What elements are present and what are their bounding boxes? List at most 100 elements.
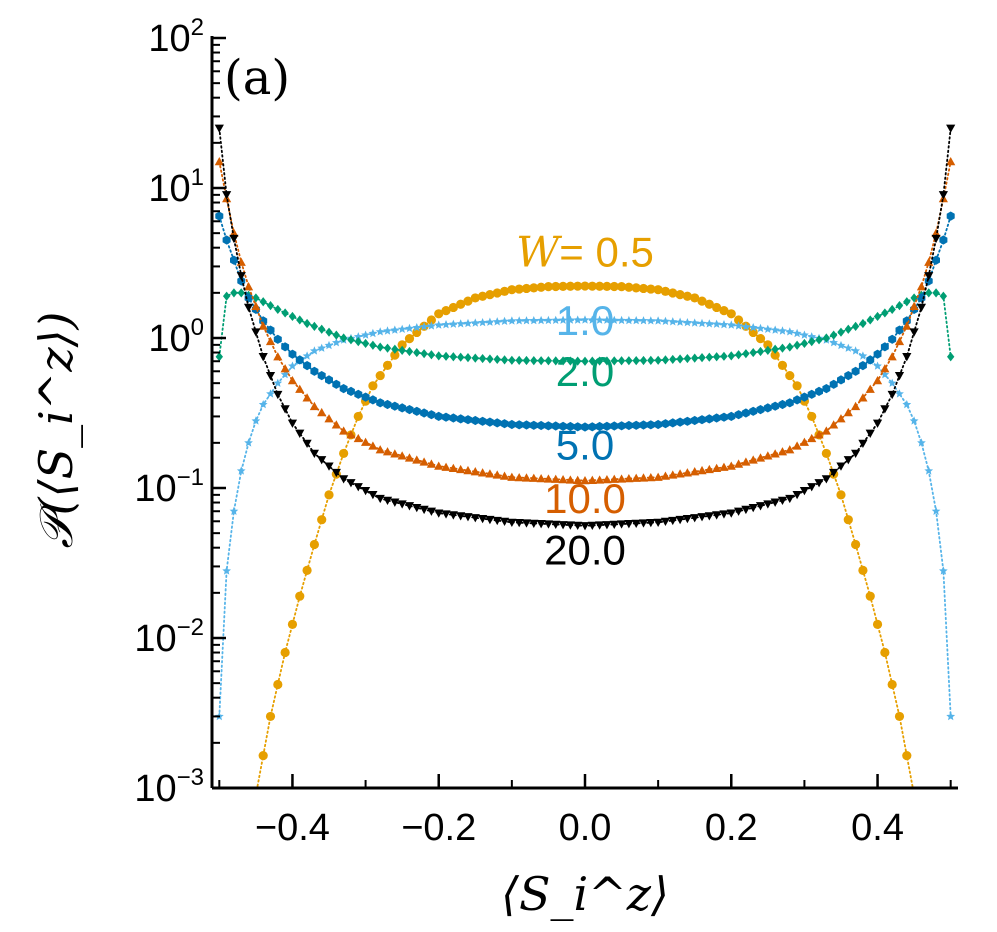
data-point [521, 473, 532, 482]
data-point [888, 334, 897, 344]
data-point [676, 417, 685, 427]
data-point [310, 346, 319, 355]
data-point [902, 353, 912, 362]
data-point [573, 315, 583, 324]
data-point [719, 320, 729, 329]
data-point [375, 494, 385, 504]
data-point [559, 356, 567, 366]
data-point [705, 352, 714, 362]
data-point [244, 293, 253, 303]
data-point [851, 401, 861, 411]
data-point [690, 467, 700, 476]
data-point [390, 325, 400, 334]
data-point [748, 503, 758, 513]
data-point [946, 124, 956, 133]
data-point [478, 416, 487, 426]
data-point [902, 751, 912, 761]
data-point [748, 455, 758, 464]
y-tick-label: 10−3 [134, 764, 204, 810]
data-point [872, 419, 883, 428]
data-point [646, 316, 656, 325]
data-point [492, 317, 502, 326]
data-point [420, 408, 429, 418]
data-point [544, 315, 553, 325]
data-point [638, 473, 649, 482]
data-point [521, 283, 532, 294]
data-point [602, 474, 612, 484]
data-point [872, 375, 883, 385]
data-point [522, 420, 531, 430]
data-point [661, 419, 670, 429]
data-point [763, 340, 773, 350]
data-point [829, 330, 838, 340]
data-point [947, 352, 955, 362]
data-point [404, 453, 415, 462]
data-point [266, 301, 275, 311]
data-point [521, 519, 532, 528]
data-point [565, 521, 575, 530]
data-point [822, 384, 831, 394]
data-point [317, 343, 327, 352]
data-point [946, 711, 956, 721]
data-point [778, 326, 787, 335]
data-point [734, 350, 743, 360]
data-point [464, 415, 472, 425]
data-point [587, 315, 597, 324]
data-point [821, 475, 831, 484]
data-point [829, 468, 839, 478]
data-point [492, 470, 502, 479]
data-point [258, 353, 268, 362]
data-point [368, 395, 377, 405]
data-point [565, 281, 575, 291]
data-point [909, 301, 919, 311]
data-point [866, 355, 875, 365]
data-point [515, 355, 523, 366]
data-point [302, 393, 312, 402]
data-point [265, 371, 276, 381]
data-point [353, 411, 363, 422]
data-point [485, 290, 495, 300]
data-point [397, 324, 407, 333]
data-point [902, 316, 911, 326]
data-point [653, 285, 663, 295]
data-point [858, 361, 867, 371]
data-point [727, 351, 735, 361]
data-point [470, 467, 480, 476]
data-point [610, 421, 619, 431]
data-point [763, 403, 772, 413]
data-point [755, 502, 766, 511]
data-point [288, 361, 297, 370]
data-point [258, 400, 268, 409]
x-tick-label: 0.2 [705, 807, 758, 849]
data-point [514, 472, 524, 482]
y-tick-label: 100 [148, 314, 204, 360]
data-point [573, 422, 582, 432]
data-point [858, 565, 868, 575]
data-point [624, 420, 633, 431]
data-point [346, 430, 356, 439]
data-point [251, 301, 261, 311]
data-point [631, 473, 641, 482]
data-point [697, 513, 707, 522]
data-point [595, 421, 604, 432]
data-point [697, 465, 707, 475]
data-point [638, 519, 649, 528]
data-point [499, 471, 510, 480]
data-point [353, 332, 363, 341]
data-point [551, 421, 560, 431]
data-point [756, 346, 765, 357]
data-point [610, 356, 618, 366]
data-point [946, 156, 956, 166]
data-point [573, 521, 583, 531]
data-point [529, 519, 539, 528]
data-point [603, 356, 611, 366]
data-point [734, 321, 743, 330]
data-point [793, 395, 802, 405]
data-point [485, 317, 495, 326]
data-point [456, 319, 465, 328]
data-point [456, 352, 465, 362]
data-point [595, 315, 604, 324]
data-point [924, 272, 934, 281]
data-point [609, 315, 619, 324]
data-point [375, 445, 385, 454]
